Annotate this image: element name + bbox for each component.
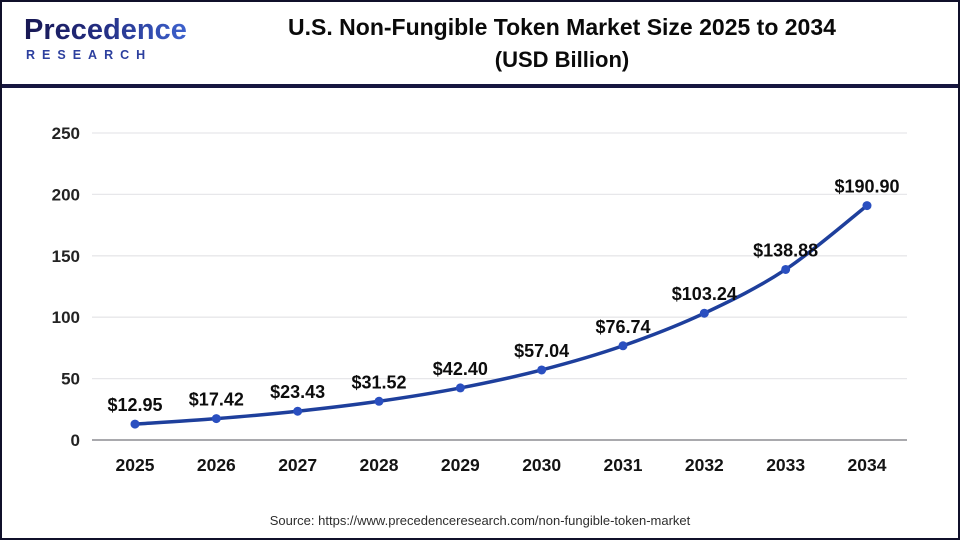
y-tick-label: 150 (52, 247, 80, 266)
y-tick-label: 50 (61, 370, 80, 389)
precedence-research-logo: Precedence RESEARCH (24, 16, 194, 62)
data-point-marker (211, 414, 221, 424)
x-tick-label: 2033 (766, 455, 805, 475)
x-tick-label: 2025 (116, 455, 155, 475)
x-tick-label: 2028 (360, 455, 399, 475)
logo-subtitle: RESEARCH (26, 48, 153, 62)
data-point-label: $12.95 (107, 395, 162, 415)
data-point-label: $23.43 (270, 382, 325, 402)
chart-title: U.S. Non-Fungible Token Market Size 2025… (162, 14, 958, 73)
data-point-marker (537, 365, 547, 375)
data-point-label: $31.52 (351, 372, 406, 392)
y-tick-label: 100 (52, 308, 80, 327)
data-point-label: $103.24 (672, 284, 737, 304)
data-point-marker (374, 396, 384, 406)
chart-title-line1: U.S. Non-Fungible Token Market Size 2025… (288, 14, 836, 40)
chart-title-line2: (USD Billion) (494, 47, 630, 72)
data-point-label: $190.90 (834, 177, 899, 197)
x-tick-label: 2032 (685, 455, 724, 475)
x-tick-label: 2031 (604, 455, 643, 475)
data-point-marker (862, 201, 872, 211)
data-point-label: $42.40 (433, 359, 488, 379)
x-tick-label: 2029 (441, 455, 480, 475)
source-text: Source: https://www.precedenceresearch.c… (269, 513, 691, 528)
logo-name: Precedence (24, 16, 194, 45)
data-point-label: $76.74 (595, 317, 650, 337)
data-point-marker (699, 308, 709, 318)
y-tick-label: 250 (52, 124, 80, 143)
data-point-marker (781, 264, 791, 274)
x-tick-label: 2034 (848, 455, 887, 475)
y-tick-label: 0 (71, 431, 80, 450)
header: Precedence RESEARCH U.S. Non-Fungible To… (2, 2, 958, 88)
market-size-line (133, 203, 869, 426)
data-point-label: $57.04 (514, 341, 569, 361)
x-tick-label: 2030 (522, 455, 561, 475)
data-point-marker (455, 383, 465, 393)
data-point-label: $17.42 (189, 390, 244, 410)
x-tick-label: 2026 (197, 455, 236, 475)
data-point-marker (293, 406, 303, 416)
y-tick-label: 200 (52, 185, 80, 204)
data-point-marker (618, 341, 628, 351)
data-point-label: $138.88 (753, 240, 818, 260)
data-point-marker (130, 419, 140, 429)
x-tick-label: 2027 (278, 455, 317, 475)
